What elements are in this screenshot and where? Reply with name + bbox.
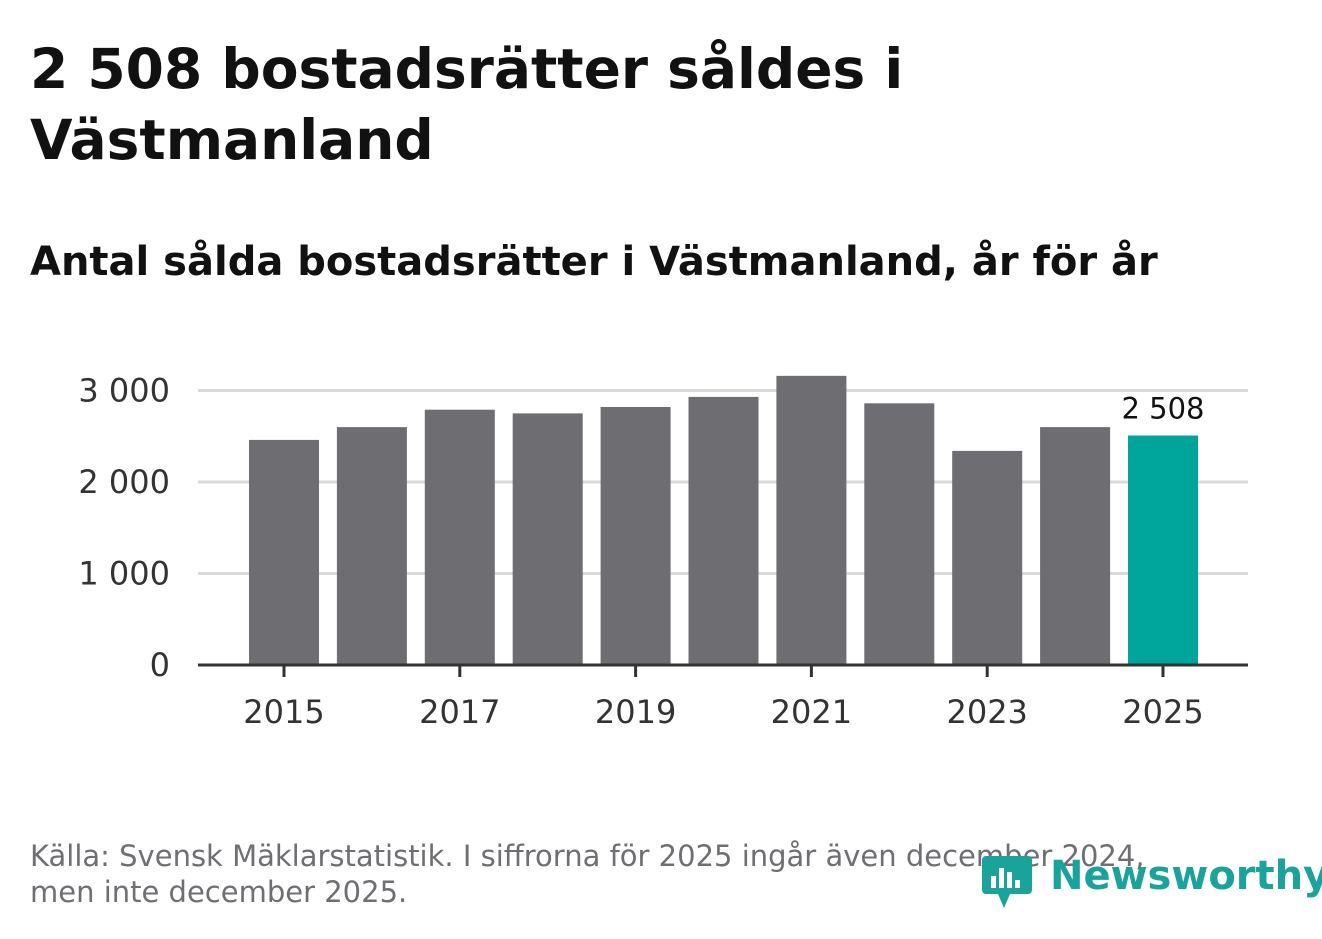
x-tick-label: 2019 <box>595 693 676 731</box>
bar-2023 <box>952 450 1023 665</box>
bar-2025 <box>1128 435 1198 665</box>
bar-chart: 0 1 000 2 000 3 000 2015 2017 2019 2021 2023 2025… <box>78 372 1248 732</box>
page-title: 2 508 bostadsrätter såldes i Västmanland <box>30 37 904 172</box>
bar-2018 <box>512 413 583 665</box>
y-tick-label: 0 <box>150 646 170 684</box>
source-note: Källa: Svensk Mäklarstatistik. I siffror… <box>30 839 1145 909</box>
bar-2024 <box>1040 427 1111 665</box>
x-tick-label: 2015 <box>243 693 324 731</box>
y-tick-label: 2 000 <box>78 463 170 501</box>
x-tick-label: 2017 <box>419 693 500 731</box>
bar-2020 <box>688 396 759 665</box>
bars <box>249 375 1198 665</box>
axes <box>198 663 1248 677</box>
newsworthy-logo-text: Newsworthy <box>1050 853 1322 899</box>
newsworthy-logo-icon <box>982 856 1032 908</box>
bar-2015 <box>249 439 319 665</box>
bar-2016 <box>336 427 407 665</box>
x-tick-label: 2025 <box>1122 693 1203 731</box>
x-tick-label: 2023 <box>946 693 1027 731</box>
y-tick-label: 3 000 <box>78 372 170 410</box>
bar-2019 <box>600 406 671 665</box>
x-tick-label: 2021 <box>771 693 852 731</box>
y-tick-label: 1 000 <box>78 555 170 593</box>
bar-2021 <box>776 375 847 665</box>
data-label: 2 508 <box>1121 392 1204 426</box>
bar-2017 <box>424 409 495 665</box>
bar-2022 <box>864 403 935 665</box>
chart-subtitle: Antal sålda bostadsrätter i Västmanland,… <box>30 239 1158 285</box>
newsworthy-logo: Newsworthy <box>980 850 1322 912</box>
labels: 0 1 000 2 000 3 000 2015 2017 2019 2021 2023 2025… <box>78 372 1204 732</box>
